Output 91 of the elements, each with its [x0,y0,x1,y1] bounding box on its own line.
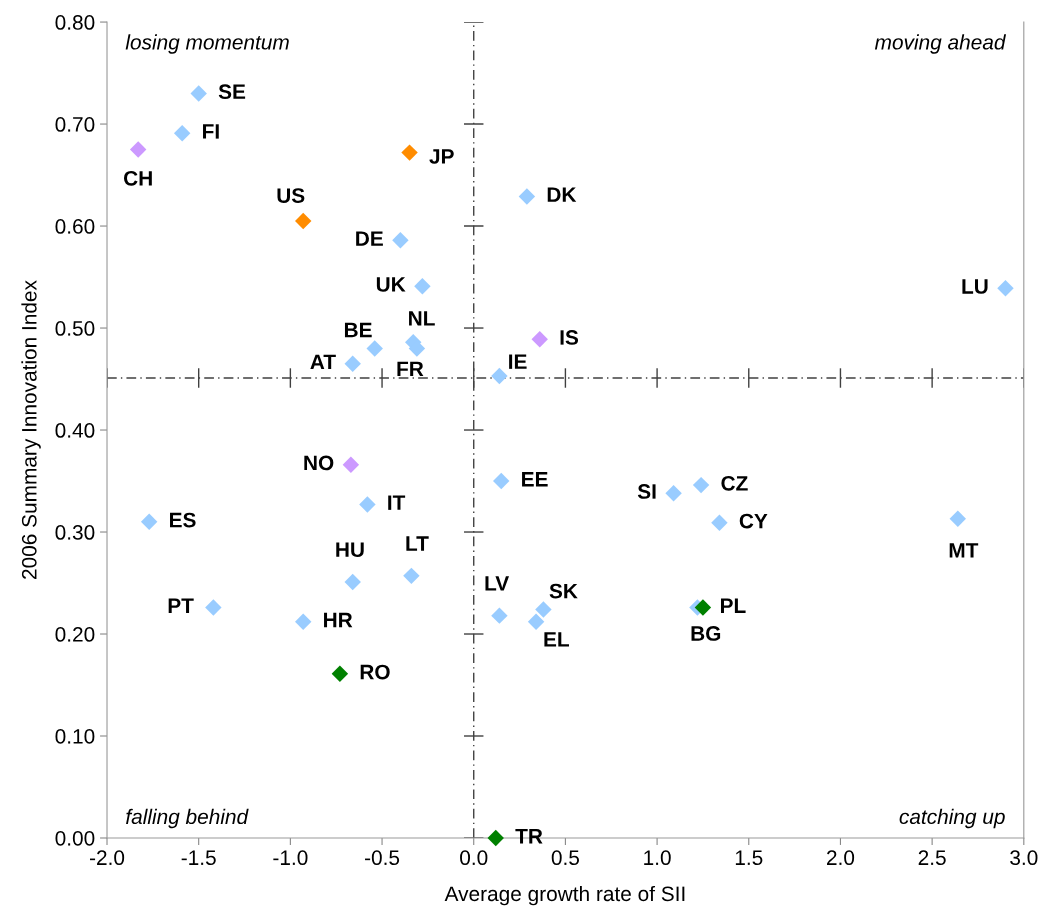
point [493,472,510,490]
y-tick-label: 0.30 [55,525,95,540]
point [392,232,409,249]
x-tick-label: 1.5 [735,850,763,866]
x-tick-label: -1.5 [181,850,216,866]
point [294,613,312,630]
point [711,514,728,532]
y-tick-label: 0.80 [55,15,95,30]
annotation: IT [388,495,406,510]
point [359,496,376,513]
point [129,141,147,158]
x-tick-label: 0.0 [460,850,488,866]
x-tick-label: 2.5 [918,850,946,866]
annotation: FI [203,124,219,139]
annotation: LV [485,576,510,591]
annotation: DE [356,231,383,246]
x-tick-label: -1.0 [273,850,308,866]
point [190,85,207,102]
point [294,212,312,230]
y-tick-label: 0.20 [55,627,95,642]
annotation: HR [324,612,353,628]
annotation: PT [168,598,194,613]
point [403,567,420,585]
annotation: AT [310,354,336,370]
annotation: HU [336,542,364,558]
point [344,573,361,591]
x-tick-label: -2.0 [89,850,125,866]
annotation: IS [560,330,579,345]
annotation: moving ahead [874,34,1007,54]
y-tick-label: 0.50 [55,321,95,336]
annotation: SI [637,484,656,499]
point [414,278,431,295]
point [491,367,508,385]
annotation: TR [515,829,543,844]
point [140,513,158,531]
annotation: BG [691,626,721,641]
y-axis-title: 2006 Summary Innovation Index [21,280,41,579]
annotation: UK [376,277,406,292]
point [173,125,191,142]
y-tick-label: 0.60 [55,219,95,234]
y-tick-label: 0.70 [55,117,95,132]
annotation: ES [170,512,196,528]
point [531,331,548,348]
annotation: RO [360,664,390,680]
annotation: US [277,188,305,203]
annotation: PL [720,598,746,613]
annotation: CH [123,170,152,186]
annotation: BE [344,322,372,338]
annotation: falling behind [126,808,249,829]
annotation: SE [218,84,246,100]
x-tick-label: 1.0 [644,850,671,866]
annotation: CY [739,513,768,529]
annotation: EL [544,632,569,647]
annotation: IE [509,354,527,369]
point [205,599,222,616]
point [949,510,967,527]
point [694,599,712,616]
annotation: NO [304,455,334,471]
point [491,607,508,624]
x-tick-label: -0.5 [365,850,400,866]
x-axis-title: Average growth rate of SII [444,885,685,906]
annotation: EE [522,472,548,487]
y-tick-label: 0.40 [55,423,95,438]
annotation: SK [549,583,578,599]
annotation: MT [949,543,979,558]
point [997,280,1014,297]
point [692,476,710,494]
x-tick-label: 0.5 [551,850,580,866]
point [535,601,552,618]
x-tick-label: 2.0 [827,850,855,866]
point [518,188,536,205]
point [527,613,545,630]
point [342,456,360,473]
point [487,829,504,847]
point [366,340,383,357]
point [331,665,349,682]
point [665,485,682,502]
y-tick-label: 0.00 [55,830,95,846]
annotation: FR [397,361,424,377]
annotation: catching up [899,808,1005,829]
annotation: CZ [721,475,748,491]
annotation: NL [409,311,435,326]
annotation: DK [547,187,577,202]
y-tick-label: 0.10 [55,729,95,744]
annotation: LT [406,536,429,551]
x-tick-label: 3.0 [1010,850,1038,866]
annotation: JP [429,149,454,164]
annotation: losing momentum [125,34,289,54]
annotation: LU [962,279,988,294]
point [401,144,418,161]
point [344,355,361,372]
